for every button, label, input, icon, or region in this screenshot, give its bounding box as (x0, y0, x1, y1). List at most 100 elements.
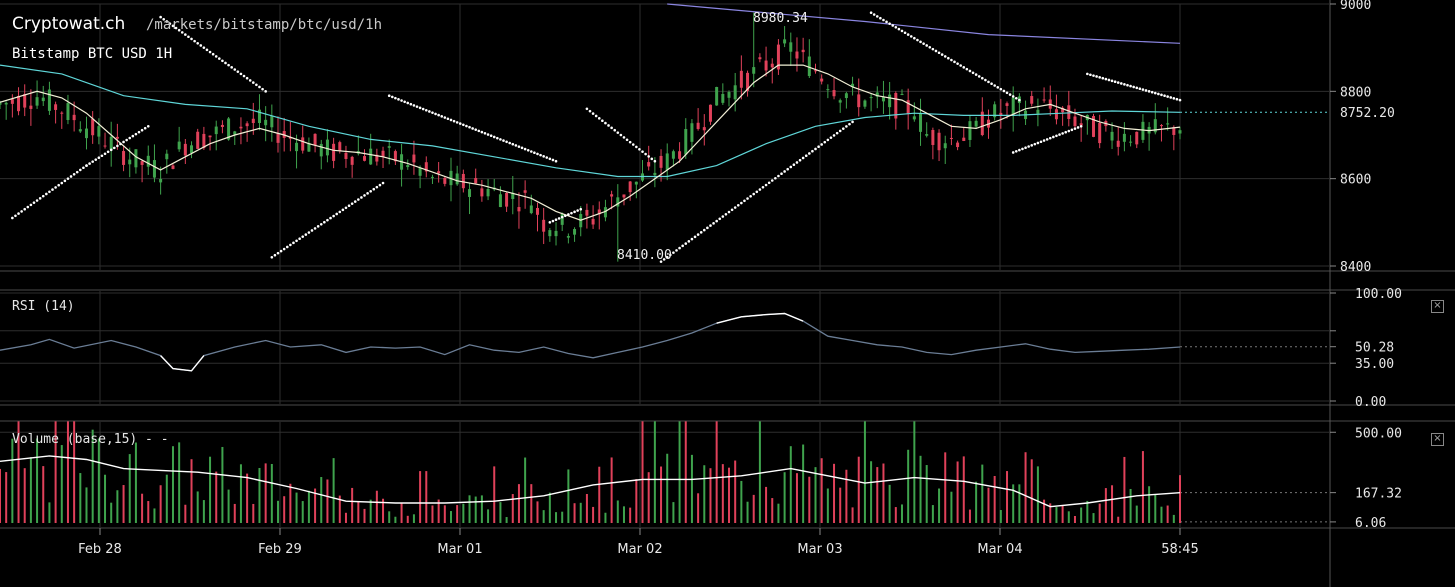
sar-dot (1070, 128, 1074, 132)
sar-dot (295, 239, 298, 243)
sar-dot (727, 210, 731, 214)
sar-dot (14, 214, 17, 218)
sar-dot (721, 215, 725, 218)
candle-body (925, 134, 929, 136)
sar-dot (801, 156, 805, 160)
sar-dot (218, 57, 221, 60)
volume-bar (246, 473, 249, 523)
candle-body (381, 150, 385, 158)
candle-body (140, 161, 144, 165)
candle-body (319, 143, 323, 157)
sar-dot (1104, 77, 1108, 81)
sar-dot (1110, 79, 1114, 83)
candle-body (177, 141, 181, 150)
sar-dot (835, 131, 839, 135)
sar-dot (931, 47, 935, 51)
sar-dot (1042, 139, 1046, 142)
candle-body (1042, 99, 1046, 101)
sar-dot (653, 159, 657, 163)
sar-dot (872, 13, 876, 16)
candle-body (128, 159, 132, 165)
candle-body (301, 137, 305, 151)
volume-bar (1160, 506, 1163, 523)
sar-dot (838, 129, 842, 133)
volume-bar (517, 484, 520, 523)
volume-bar (153, 508, 156, 523)
volume-bar (610, 457, 613, 523)
sar-dot (159, 15, 162, 19)
price-tick-label: 8600 (1340, 173, 1371, 188)
candle-body (443, 177, 447, 184)
candle-body (746, 72, 750, 91)
candle-body (807, 56, 811, 77)
candle-body (208, 135, 212, 138)
sar-dot (635, 145, 638, 149)
volume-bar (499, 502, 502, 523)
sar-dot (798, 158, 802, 162)
volume-bar (968, 509, 971, 523)
sar-dot (1033, 142, 1037, 146)
sar-dot (1052, 135, 1055, 139)
volume-bar (746, 501, 749, 523)
volume-bar (443, 505, 446, 523)
volume-bar (1024, 452, 1027, 523)
sar-dot (984, 78, 987, 82)
sar-dot (1113, 80, 1117, 84)
sar-dot (832, 134, 836, 137)
sar-dot (1018, 148, 1021, 152)
sar-dot (412, 104, 416, 107)
sar-dot (353, 200, 357, 203)
sar-dot (1002, 89, 1006, 93)
candle-body (66, 103, 70, 121)
brand-logo[interactable]: Cryptowat.ch (12, 14, 126, 34)
volume-bar (60, 445, 63, 523)
candle-body (270, 115, 274, 128)
volume-bar (252, 503, 255, 523)
rsi-overbought-segment (716, 312, 804, 324)
volume-bar (79, 473, 82, 523)
candle-body (91, 118, 95, 136)
candle-body (1067, 105, 1071, 119)
volume-bar (264, 463, 267, 523)
sar-dot (934, 49, 938, 53)
sar-dot (916, 38, 919, 42)
volume-bar (690, 454, 693, 523)
sar-dot (770, 179, 774, 182)
volume-bar (863, 421, 866, 523)
candle-body (919, 112, 923, 132)
sar-dot (338, 210, 342, 214)
volume-bar (91, 429, 94, 523)
candle-body (54, 104, 58, 110)
parabolic-sar-group (11, 11, 1182, 263)
sar-dot (786, 167, 789, 171)
sar-dot (1079, 124, 1083, 128)
sar-dot (264, 90, 267, 93)
volume-bar (808, 476, 811, 523)
volume-bar (468, 495, 471, 523)
sar-dot (953, 60, 956, 64)
volume-bar (1098, 503, 1101, 523)
sar-dot (140, 128, 144, 132)
candle-body (461, 173, 465, 189)
sar-dot (146, 124, 150, 128)
volume-bar (740, 480, 743, 523)
volume-bar (789, 446, 792, 523)
sar-dot (1021, 147, 1024, 151)
sar-dot (88, 162, 91, 165)
sar-dot (45, 192, 48, 196)
sar-dot (437, 113, 440, 117)
sar-dot (755, 190, 759, 194)
volume-bar (258, 467, 261, 523)
sar-dot (665, 255, 669, 259)
sar-dot (103, 152, 107, 156)
sar-dot (919, 40, 922, 44)
candle-body (1061, 107, 1065, 113)
market-path[interactable]: /markets/bitstamp/btc/usd/1h (146, 17, 383, 33)
volume-bar (338, 495, 341, 523)
rsi-close-icon[interactable]: × (1431, 300, 1444, 313)
candle-body (103, 145, 107, 147)
candle-body (257, 109, 261, 123)
volume-close-icon[interactable]: × (1431, 433, 1444, 446)
sar-dot (270, 255, 274, 259)
candle-body (752, 67, 756, 74)
